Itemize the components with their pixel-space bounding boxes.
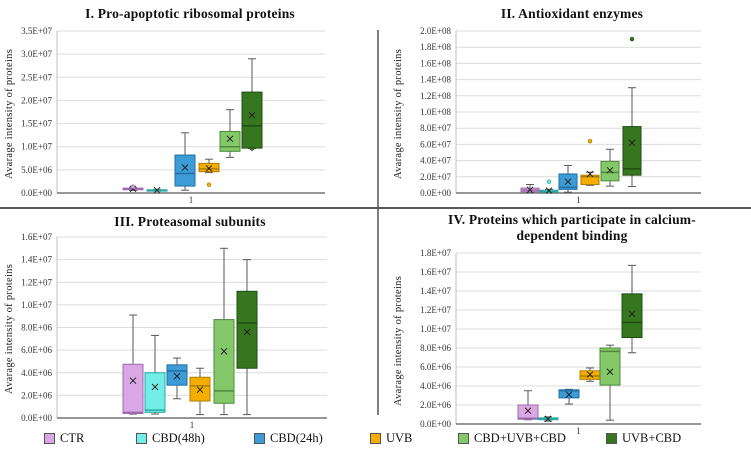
panel-pro-apoptotic: I. Pro-apoptotic ribosomal proteins Avar… [0, 0, 377, 207]
svg-text:1: 1 [189, 195, 194, 205]
boxplot-4: 0.0E+00 2.0E+06 4.0E+06 6.0E+06 8.0E+06 1.0E+… [420, 248, 701, 436]
svg-text:5.0E+06: 5.0E+06 [21, 165, 52, 175]
legend-label-cbd-uvb-cbd: CBD+UVB+CBD [474, 431, 566, 445]
legend-item-ctr: CTR [44, 431, 84, 446]
svg-text:2.0E+06: 2.0E+06 [21, 390, 52, 400]
panel-proteasomal: III. Proteasomal subunits Avarage intens… [0, 207, 377, 430]
svg-text:4.0E+06: 4.0E+06 [21, 368, 52, 378]
svg-text:8.0E+06: 8.0E+06 [21, 323, 52, 333]
legend-label-cbd48: CBD(48h) [152, 431, 205, 445]
svg-text:1.4E+07: 1.4E+07 [420, 286, 451, 296]
svg-text:4.0E+06: 4.0E+06 [420, 381, 451, 391]
legend-item-uvb-cbd: UVB+CBD [606, 431, 681, 446]
svg-text:1.5E+07: 1.5E+07 [21, 119, 52, 129]
svg-text:3.0E+07: 3.0E+07 [21, 49, 52, 59]
panel-calcium-binding: IV. Proteins which participate in calciu… [377, 207, 751, 436]
legend-item-cbd-uvb-cbd: CBD+UVB+CBD [458, 431, 566, 446]
svg-text:8.0E+07: 8.0E+07 [420, 123, 451, 133]
svg-text:1.4E+08: 1.4E+08 [420, 75, 451, 85]
svg-text:1.0E+07: 1.0E+07 [21, 142, 52, 152]
svg-text:6.0E+06: 6.0E+06 [420, 362, 451, 372]
legend-swatch-uvb [370, 433, 381, 444]
svg-text:1.6E+07: 1.6E+07 [420, 267, 451, 277]
svg-text:2.5E+07: 2.5E+07 [21, 72, 52, 82]
legend-swatch-ctr [44, 433, 55, 444]
svg-text:6.0E+07: 6.0E+07 [420, 139, 451, 149]
legend-swatch-uvb-cbd [606, 433, 617, 444]
svg-text:1: 1 [576, 195, 581, 205]
legend-swatch-cbd48 [136, 433, 147, 444]
legend-label-ctr: CTR [60, 431, 85, 445]
panel-title-1: I. Pro-apoptotic ribosomal proteins [85, 6, 295, 21]
boxplot-1: 0.0E+00 5.0E+06 1.0E+07 1.5E+07 2.0E+07 2.5E+… [21, 26, 325, 205]
panel-title-4: IV. Proteins which participate in calciu… [448, 212, 696, 243]
legend-item-cbd24: CBD(24h) [254, 431, 323, 446]
boxplot-2: 0.0E+00 2.0E+07 4.0E+07 6.0E+07 8.0E+07 1.0E+… [420, 26, 701, 205]
svg-text:1.2E+08: 1.2E+08 [420, 91, 451, 101]
svg-text:2.0E+08: 2.0E+08 [420, 26, 451, 36]
panel-antioxidant: II. Antioxidant enzymes Avarage intensit… [377, 0, 751, 207]
horizontal-divider [0, 207, 751, 209]
svg-text:2.0E+07: 2.0E+07 [420, 172, 451, 182]
svg-text:0.0E+00: 0.0E+00 [420, 419, 451, 429]
svg-text:0.0E+00: 0.0E+00 [21, 413, 52, 423]
legend-label-uvb: UVB [386, 431, 413, 445]
svg-text:1.0E+07: 1.0E+07 [21, 300, 52, 310]
svg-text:1.2E+07: 1.2E+07 [21, 277, 52, 287]
svg-text:1.0E+07: 1.0E+07 [420, 324, 451, 334]
panel-title-3: III. Proteasomal subunits [114, 214, 266, 229]
boxplot-3: 0.0E+00 2.0E+06 4.0E+06 6.0E+06 8.0E+06 1.0E+… [21, 232, 327, 430]
svg-text:1: 1 [190, 420, 195, 430]
svg-text:1.4E+07: 1.4E+07 [21, 255, 52, 265]
legend-swatch-cbd24 [254, 433, 265, 444]
svg-text:1.8E+07: 1.8E+07 [420, 248, 451, 258]
legend-item-cbd48: CBD(48h) [136, 431, 205, 446]
legend-swatch-cbd-uvb-cbd [458, 433, 469, 444]
svg-text:1.6E+08: 1.6E+08 [420, 58, 451, 68]
svg-text:1: 1 [576, 426, 581, 436]
svg-text:2.0E+06: 2.0E+06 [420, 400, 451, 410]
legend-label-uvb-cbd: UVB+CBD [622, 431, 682, 445]
svg-text:1.0E+08: 1.0E+08 [420, 107, 451, 117]
svg-text:1.8E+08: 1.8E+08 [420, 42, 451, 52]
legend-label-cbd24: CBD(24h) [270, 431, 323, 445]
svg-text:1.2E+07: 1.2E+07 [420, 305, 451, 315]
vertical-divider [377, 30, 379, 415]
svg-text:0.0E+00: 0.0E+00 [420, 188, 451, 198]
svg-text:6.0E+06: 6.0E+06 [21, 345, 52, 355]
legend-item-uvb: UVB [370, 431, 412, 446]
svg-text:2.0E+07: 2.0E+07 [21, 95, 52, 105]
svg-text:0.0E+00: 0.0E+00 [21, 188, 52, 198]
panel-title-2: II. Antioxidant enzymes [500, 6, 644, 21]
legend: CTR CBD(48h) CBD(24h) UVB CBD+UVB+CBD UV… [0, 429, 751, 452]
svg-text:3.5E+07: 3.5E+07 [21, 26, 52, 36]
svg-text:8.0E+06: 8.0E+06 [420, 343, 451, 353]
svg-text:4.0E+07: 4.0E+07 [420, 156, 451, 166]
svg-text:1.6E+07: 1.6E+07 [21, 232, 52, 242]
